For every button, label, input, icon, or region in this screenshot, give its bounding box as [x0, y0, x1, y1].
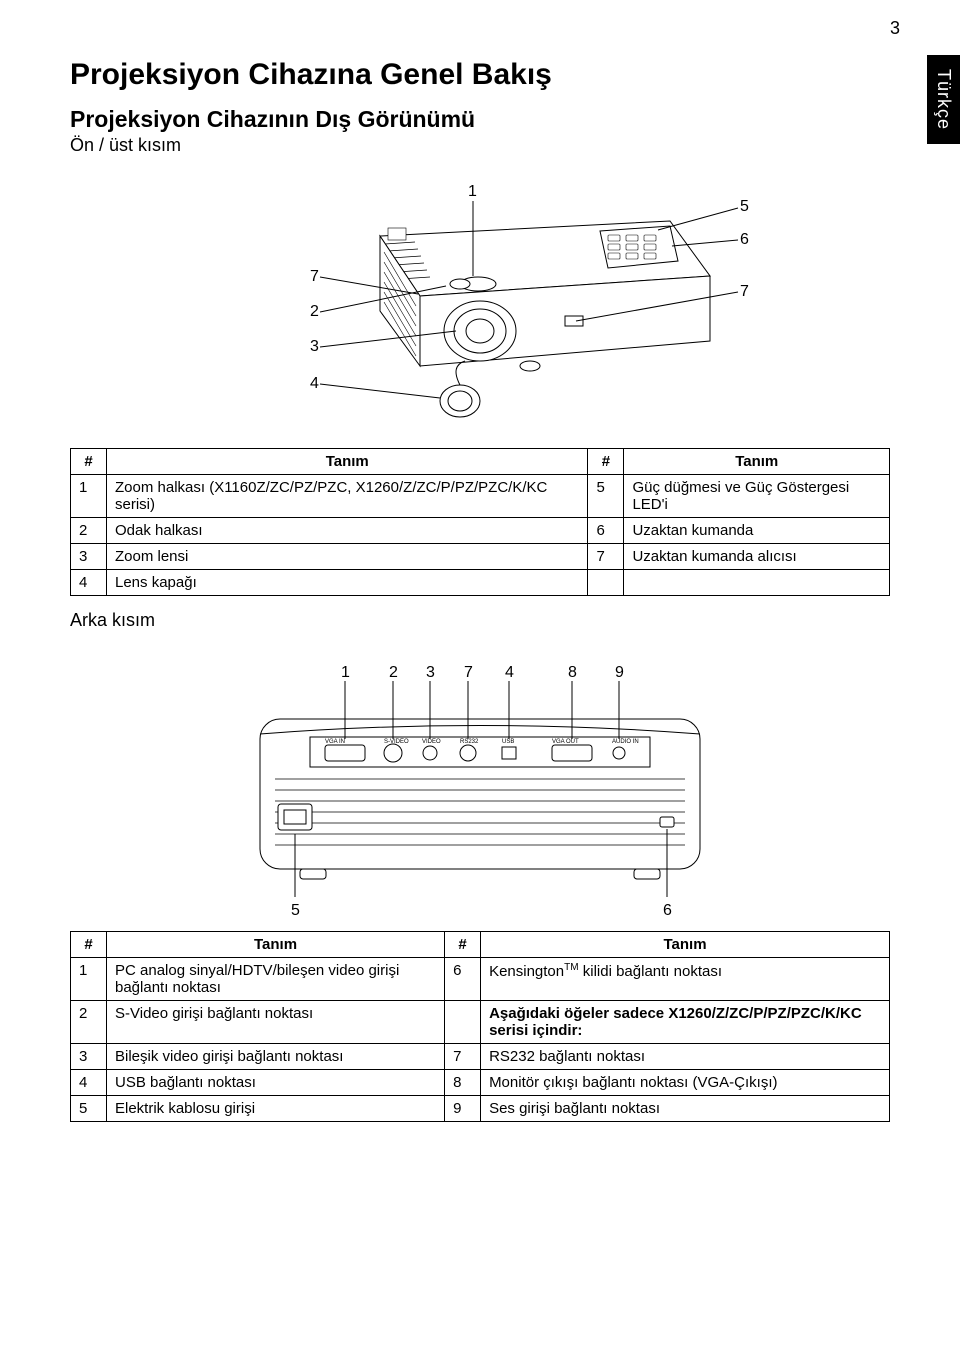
col-header: Tanım	[481, 932, 890, 958]
svg-text:S-VIDEO: S-VIDEO	[384, 739, 409, 745]
table-cell: Güç düğmesi ve Güç Göstergesi LED'i	[624, 475, 890, 518]
table-cell: Uzaktan kumanda alıcısı	[624, 544, 890, 570]
table-cell: KensingtonTM kilidi bağlantı noktası	[481, 958, 890, 1001]
table-front: #Tanım#Tanım 1Zoom halkası (X1160Z/ZC/PZ…	[70, 448, 890, 596]
svg-text:1: 1	[468, 183, 477, 200]
table-cell: 5	[71, 1096, 107, 1122]
front-diagram: 1 7 2 3 4 5 6 7	[70, 166, 890, 436]
table-cell: 6	[588, 518, 624, 544]
col-header: #	[71, 449, 107, 475]
col-header: Tanım	[624, 449, 890, 475]
table-cell: S-Video girişi bağlantı noktası	[107, 1001, 445, 1044]
svg-text:8: 8	[568, 664, 577, 681]
svg-text:USB: USB	[502, 739, 514, 745]
section-exterior: Projeksiyon Cihazının Dış Görünümü	[70, 106, 890, 133]
table-row: 4Lens kapağı	[71, 570, 890, 596]
subtitle-rear: Arka kısım	[70, 610, 890, 631]
svg-text:RS232: RS232	[460, 739, 479, 745]
table-row: 2Odak halkası6Uzaktan kumanda	[71, 518, 890, 544]
language-tab: Türkçe	[927, 55, 960, 144]
table-cell: 7	[588, 544, 624, 570]
table-cell: 4	[71, 1070, 107, 1096]
col-header: #	[445, 932, 481, 958]
svg-text:4: 4	[310, 375, 319, 392]
col-header: Tanım	[107, 932, 445, 958]
table-cell: 3	[71, 1044, 107, 1070]
svg-text:9: 9	[615, 664, 624, 681]
table-cell: Odak halkası	[107, 518, 588, 544]
table-cell: Ses girişi bağlantı noktası	[481, 1096, 890, 1122]
svg-text:AUDIO IN: AUDIO IN	[612, 739, 639, 745]
table-cell	[445, 1001, 481, 1044]
table-cell: Monitör çıkışı bağlantı noktası (VGA-Çık…	[481, 1070, 890, 1096]
svg-text:2: 2	[310, 303, 319, 320]
table-cell	[588, 570, 624, 596]
table-cell: 9	[445, 1096, 481, 1122]
table-cell: 1	[71, 958, 107, 1001]
svg-text:3: 3	[426, 664, 435, 681]
svg-text:7: 7	[740, 283, 749, 300]
svg-text:5: 5	[291, 902, 300, 919]
svg-text:2: 2	[389, 664, 398, 681]
col-header: Tanım	[107, 449, 588, 475]
table-cell: Elektrik kablosu girişi	[107, 1096, 445, 1122]
table-rear: #Tanım#Tanım 1PC analog sinyal/HDTV/bile…	[70, 931, 890, 1122]
svg-text:6: 6	[663, 902, 672, 919]
svg-text:VIDEO: VIDEO	[422, 739, 441, 745]
table-row: 1Zoom halkası (X1160Z/ZC/PZ/PZC, X1260/Z…	[71, 475, 890, 518]
table-cell	[624, 570, 890, 596]
col-header: #	[71, 932, 107, 958]
table-cell: Uzaktan kumanda	[624, 518, 890, 544]
table-cell: 2	[71, 518, 107, 544]
table-cell: 4	[71, 570, 107, 596]
svg-text:7: 7	[464, 664, 473, 681]
table-cell: Aşağıdaki öğeler sadece X1260/Z/ZC/P/PZ/…	[481, 1001, 890, 1044]
svg-text:7: 7	[310, 268, 319, 285]
svg-text:6: 6	[740, 231, 749, 248]
col-header: #	[588, 449, 624, 475]
svg-text:1: 1	[341, 664, 350, 681]
table-cell: Zoom halkası (X1160Z/ZC/PZ/PZC, X1260/Z/…	[107, 475, 588, 518]
svg-text:5: 5	[740, 198, 749, 215]
rear-diagram: VGA IN S-VIDEO VIDEO RS232 USB VGA OUT AUDIO I…	[70, 639, 890, 919]
table-row: 3Zoom lensi7Uzaktan kumanda alıcısı	[71, 544, 890, 570]
table-row: 2S-Video girişi bağlantı noktası Aşağıdak…	[71, 1001, 890, 1044]
subtitle-front: Ön / üst kısım	[70, 135, 890, 156]
table-cell: Bileşik video girişi bağlantı noktası	[107, 1044, 445, 1070]
table-row: 5Elektrik kablosu girişi9Ses girişi bağl…	[71, 1096, 890, 1122]
table-cell: 6	[445, 958, 481, 1001]
svg-text:VGA IN: VGA IN	[325, 739, 345, 745]
table-cell: Lens kapağı	[107, 570, 588, 596]
table-cell: 3	[71, 544, 107, 570]
svg-text:VGA OUT: VGA OUT	[552, 739, 579, 745]
svg-text:4: 4	[505, 664, 514, 681]
table-cell: Zoom lensi	[107, 544, 588, 570]
table-cell: USB bağlantı noktası	[107, 1070, 445, 1096]
svg-text:3: 3	[310, 338, 319, 355]
table-cell: 1	[71, 475, 107, 518]
page-title: Projeksiyon Cihazına Genel Bakış	[70, 58, 890, 92]
table-cell: PC analog sinyal/HDTV/bileşen video giri…	[107, 958, 445, 1001]
table-cell: 5	[588, 475, 624, 518]
table-row: 1PC analog sinyal/HDTV/bileşen video gir…	[71, 958, 890, 1001]
table-row: 3Bileşik video girişi bağlantı noktası7R…	[71, 1044, 890, 1070]
table-cell: 7	[445, 1044, 481, 1070]
table-cell: 2	[71, 1001, 107, 1044]
table-cell: 8	[445, 1070, 481, 1096]
table-row: 4USB bağlantı noktası8Monitör çıkışı bağ…	[71, 1070, 890, 1096]
table-cell: RS232 bağlantı noktası	[481, 1044, 890, 1070]
page-number: 3	[890, 18, 900, 39]
